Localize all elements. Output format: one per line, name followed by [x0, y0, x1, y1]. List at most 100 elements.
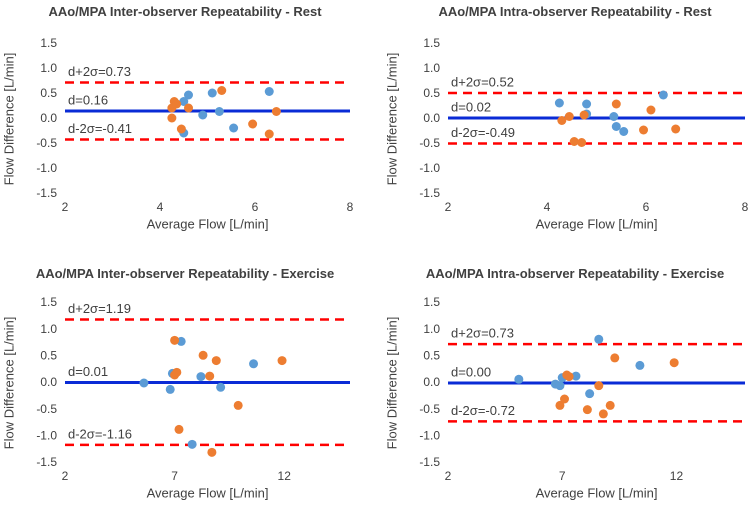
point	[635, 360, 645, 370]
line-label: d+2σ=0.73	[68, 64, 131, 79]
x-tick-label: 2	[62, 469, 69, 483]
y-tick-label: -0.5	[36, 402, 57, 416]
line-label: d-2σ=-0.41	[68, 121, 132, 136]
point	[646, 105, 656, 115]
point	[560, 394, 570, 404]
y-axis-title: Flow Difference [L/min]	[1, 317, 16, 450]
y-tick-label: -1.0	[419, 161, 440, 175]
point	[564, 112, 574, 121]
point	[172, 99, 182, 109]
line-label: d=0.16	[68, 92, 108, 107]
point	[264, 129, 274, 139]
y-tick-label: 1.5	[40, 295, 57, 309]
chart-title: AAo/MPA Intra-observer Repeatability - R…	[438, 4, 712, 19]
y-tick-label: 1.0	[40, 322, 57, 336]
point	[211, 356, 221, 366]
x-axis-title: Average Flow [L/min]	[536, 216, 658, 231]
y-tick-label: -1.0	[419, 429, 440, 443]
line-label: d=0.01	[68, 364, 108, 379]
y-tick-label: 1.0	[40, 61, 57, 75]
line-label: d+2σ=0.52	[451, 74, 514, 89]
x-axis-title: Average Flow [L/min]	[147, 216, 269, 231]
chart-title: AAo/MPA Inter-observer Repeatability - R…	[48, 4, 322, 19]
point	[271, 107, 281, 116]
point	[582, 99, 592, 109]
y-tick-label: 1.5	[423, 36, 440, 50]
y-tick-label: -1.0	[36, 429, 57, 443]
point	[277, 356, 287, 366]
y-tick-label: -1.5	[419, 186, 440, 200]
y-tick-label: -1.0	[36, 161, 57, 175]
x-tick-label: 4	[544, 200, 551, 214]
point	[619, 127, 629, 136]
y-tick-label: -0.5	[419, 402, 440, 416]
point	[229, 123, 239, 133]
x-tick-label: 7	[171, 469, 178, 483]
y-tick-label: -0.5	[419, 136, 440, 150]
point	[598, 409, 608, 419]
y-tick-label: 1.0	[423, 61, 440, 75]
x-tick-label: 2	[62, 200, 69, 214]
point	[609, 112, 619, 121]
point	[610, 353, 620, 363]
point	[170, 335, 180, 345]
point	[198, 350, 208, 360]
point	[214, 107, 224, 116]
point	[249, 359, 259, 369]
x-tick-label: 6	[643, 200, 650, 214]
point	[639, 125, 649, 135]
point	[554, 98, 564, 108]
point	[579, 110, 589, 120]
point	[571, 371, 581, 381]
point	[594, 381, 604, 391]
x-tick-label: 8	[347, 200, 354, 214]
point	[196, 372, 206, 382]
point	[176, 124, 186, 134]
x-tick-label: 12	[278, 469, 292, 483]
y-axis-title: Flow Difference [L/min]	[1, 53, 16, 186]
x-tick-label: 2	[445, 200, 452, 214]
point	[165, 384, 175, 394]
point	[557, 116, 567, 125]
y-tick-label: -1.5	[36, 186, 57, 200]
point	[187, 439, 197, 449]
x-tick-label: 2	[445, 469, 452, 483]
point	[205, 371, 215, 381]
line-label: d=0.00	[451, 364, 491, 379]
point	[555, 400, 565, 410]
point	[184, 103, 193, 113]
y-tick-label: 0.0	[423, 111, 440, 125]
point	[139, 378, 149, 388]
point	[562, 370, 572, 380]
y-tick-label: 0.5	[423, 86, 440, 100]
y-tick-label: -0.5	[36, 136, 57, 150]
point	[514, 374, 524, 384]
y-tick-label: 0.0	[40, 111, 57, 125]
y-tick-label: -1.5	[36, 455, 57, 469]
point	[611, 122, 621, 131]
point	[233, 400, 243, 410]
x-tick-label: 8	[742, 200, 749, 214]
line-label: d-2σ=-1.16	[68, 426, 132, 441]
point	[605, 400, 615, 410]
point	[217, 86, 227, 95]
x-tick-label: 6	[252, 200, 259, 214]
x-axis-title: Average Flow [L/min]	[536, 485, 658, 500]
line-label: d-2σ=-0.72	[451, 403, 515, 418]
point	[669, 358, 679, 368]
line-label: d+2σ=0.73	[451, 326, 514, 341]
point	[172, 367, 182, 377]
point	[184, 90, 193, 100]
point	[611, 99, 621, 109]
point	[248, 119, 258, 129]
y-tick-label: -1.5	[419, 455, 440, 469]
y-axis-title: Flow Difference [L/min]	[384, 317, 399, 450]
y-axis-title: Flow Difference [L/min]	[384, 53, 399, 186]
y-tick-label: 1.5	[423, 295, 440, 309]
point	[582, 405, 592, 415]
point	[179, 97, 189, 106]
x-axis-title: Average Flow [L/min]	[147, 485, 269, 500]
y-tick-label: 0.0	[423, 375, 440, 389]
line-label: d+2σ=1.19	[68, 301, 131, 316]
point	[198, 110, 208, 120]
